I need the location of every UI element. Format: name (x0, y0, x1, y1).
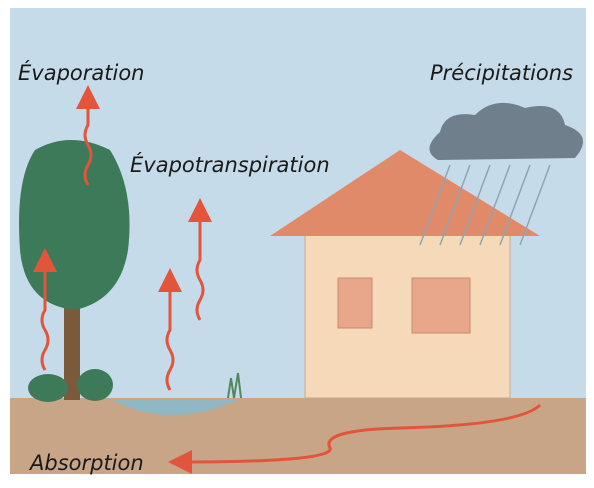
diagram: Évaporation Évapotranspiration Précipita… (0, 0, 594, 488)
label: Évaporation (18, 60, 144, 85)
tree-crown (19, 140, 130, 310)
label: Précipitations (430, 61, 573, 85)
house-wall (305, 232, 510, 398)
window (338, 278, 372, 328)
window (412, 278, 470, 333)
page: Évaporation Évapotranspiration Précipita… (0, 0, 594, 488)
bush (77, 369, 113, 401)
bush (28, 374, 68, 402)
label: Évapotranspiration (130, 152, 330, 177)
label: Absorption (28, 451, 144, 475)
